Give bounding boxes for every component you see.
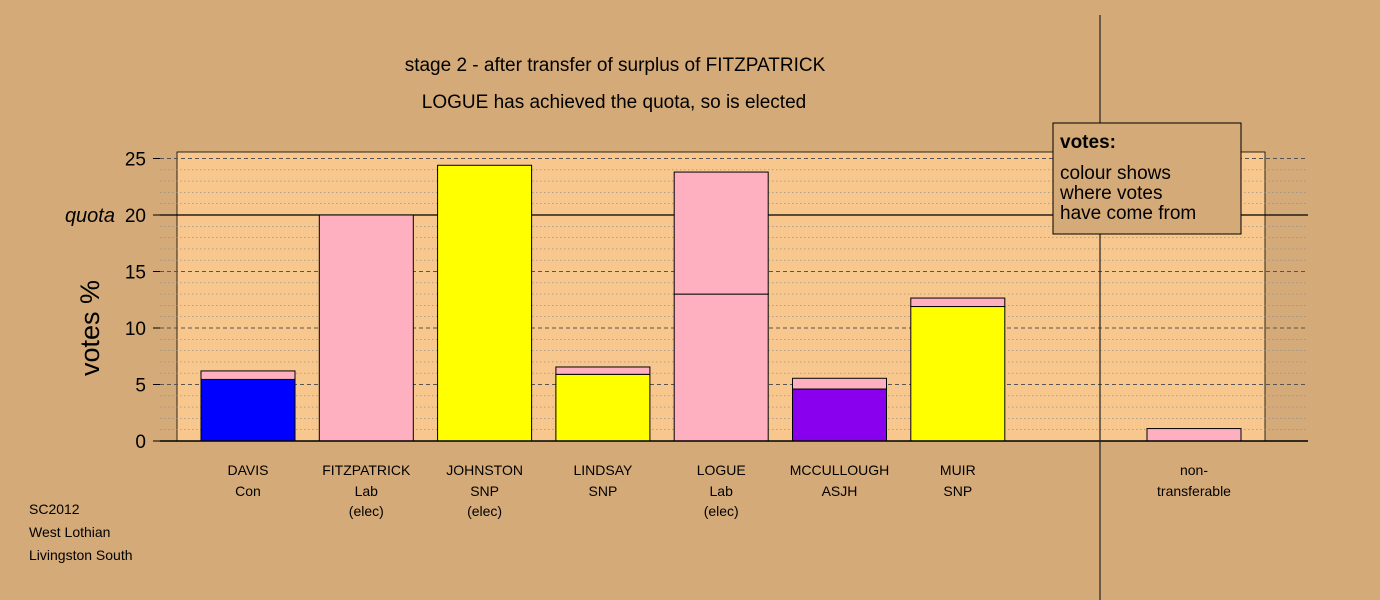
legend-line-3: have come from — [1060, 203, 1196, 224]
quota-label: quota — [65, 205, 115, 227]
candidate-name: LOGUE — [697, 462, 746, 478]
bar-davis-segment-2 — [200, 370, 296, 380]
bar-mccullough-segment-2 — [792, 377, 887, 390]
legend-line-1: colour shows — [1060, 163, 1171, 184]
bar-muir-segment-1 — [910, 306, 1006, 442]
nontransferable-label-line1: non- — [1180, 462, 1208, 478]
y-tick-label: 15 — [125, 263, 146, 284]
bar-mccullough-segment-1 — [792, 388, 887, 442]
y-tick-label: 25 — [125, 150, 146, 171]
legend-title: votes: — [1060, 132, 1116, 153]
candidate-party: Con — [235, 483, 261, 499]
candidate-status: (elec) — [467, 503, 502, 519]
candidate-status: (elec) — [704, 503, 739, 519]
candidate-party: Lab — [710, 483, 734, 499]
bar-logue-segment-2 — [673, 171, 769, 295]
candidate-name: FITZPATRICK — [322, 462, 411, 478]
footer-election: SC2012 — [29, 501, 80, 517]
legend-box — [1052, 122, 1242, 235]
legend: votes: colour shows where votes have com… — [1052, 122, 1242, 235]
bar-johnston-segment-1 — [437, 164, 533, 442]
bar-nontransferable-segment-1 — [1146, 428, 1242, 442]
candidate-name: DAVIS — [228, 462, 269, 478]
footer-council: West Lothian — [29, 524, 111, 540]
chart-title: stage 2 - after transfer of surplus of F… — [405, 55, 826, 76]
candidate-party: SNP — [589, 483, 618, 499]
bar-lindsay-segment-1 — [555, 373, 651, 442]
candidate-status: (elec) — [349, 503, 384, 519]
candidate-party: SNP — [943, 483, 972, 499]
candidate-name: LINDSAY — [573, 462, 633, 478]
y-axis-label: votes % — [75, 280, 105, 376]
bar-muir-segment-2 — [910, 297, 1006, 308]
candidate-name: JOHNSTON — [446, 462, 523, 478]
chart-subtitle: LOGUE has achieved the quota, so is elec… — [422, 92, 806, 113]
nontransferable-label-line2: transferable — [1157, 483, 1231, 499]
bar-fitzpatrick-segment-1 — [318, 214, 414, 442]
candidate-name: MUIR — [940, 462, 976, 478]
y-tick-label: 20 — [125, 206, 146, 227]
y-tick-label: 0 — [135, 432, 146, 453]
bar-logue-segment-1 — [673, 293, 769, 442]
legend-line-2: where votes — [1059, 183, 1162, 204]
y-tick-label: 10 — [125, 319, 146, 340]
bar-lindsay-segment-2 — [555, 366, 651, 375]
candidate-party: SNP — [470, 483, 499, 499]
bar-davis-segment-1 — [200, 378, 296, 442]
candidate-party: ASJH — [822, 483, 858, 499]
y-tick-label: 5 — [135, 376, 146, 397]
footer-ward: Livingston South — [29, 547, 133, 563]
candidate-name: MCCULLOUGH — [790, 462, 890, 478]
candidate-party: Lab — [355, 483, 379, 499]
